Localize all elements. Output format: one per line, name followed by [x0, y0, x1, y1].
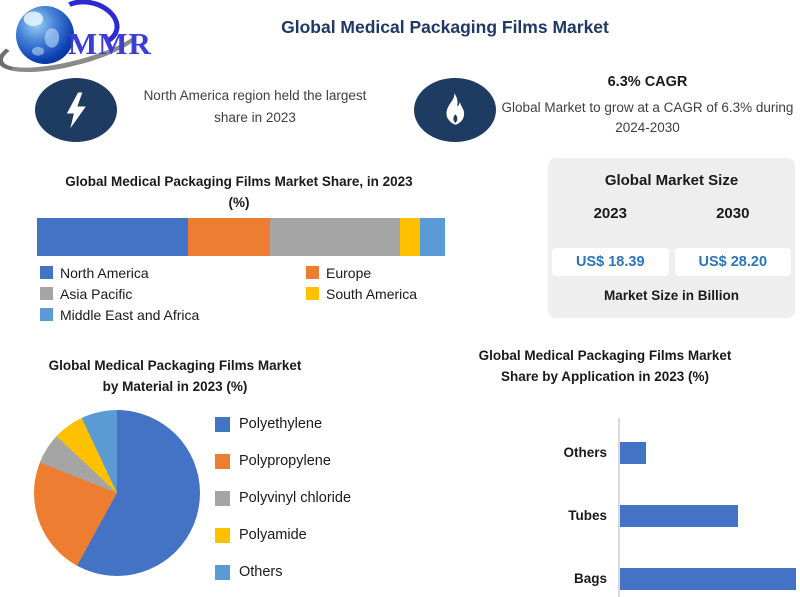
legend-label: Europe	[326, 264, 372, 281]
legend-label: Polypropylene	[239, 453, 331, 469]
material-section: Global Medical Packaging Films Market by…	[10, 356, 430, 597]
legend-item-polyamide: Polyamide	[215, 527, 351, 543]
logo-text: MMR	[68, 26, 152, 61]
legend-swatch-asia-pacific	[40, 287, 53, 301]
bar-segment-europe	[187, 217, 270, 256]
legend-item-polyvinyl-chloride: Polyvinyl chloride	[215, 490, 351, 506]
legend-label: North America	[60, 264, 149, 281]
lightning-glyph	[66, 92, 86, 129]
legend-label: Others	[239, 564, 283, 580]
legend-swatch-polypropylene	[215, 453, 230, 469]
application-y-axis	[618, 418, 620, 597]
mmr-logo: MMR	[0, 0, 174, 84]
material-title-line2: by Material in 2023 (%)	[102, 378, 248, 394]
application-title-line1: Global Medical Packaging Films Market	[478, 348, 732, 363]
application-title: Global Medical Packaging Films Market Sh…	[435, 346, 775, 388]
flame-icon	[414, 78, 496, 142]
market-size-years: 2023 2030	[552, 205, 791, 222]
cagr-headline: 6.3% CAGR	[607, 74, 688, 90]
region-share-title-line2: (%)	[228, 194, 250, 210]
application-section: Global Medical Packaging Films Market Sh…	[430, 346, 800, 597]
legend-item-polyethylene: Polyethylene	[215, 416, 351, 432]
application-bar-tubes	[620, 505, 738, 527]
legend-label: Polyethylene	[239, 416, 323, 432]
legend-item-others: Others	[215, 564, 351, 580]
legend-label: Middle East and Africa	[60, 306, 200, 323]
globe-icon	[16, 6, 74, 64]
market-value-2030: US$ 28.20	[674, 248, 791, 276]
market-size-title: Global Market Size	[604, 172, 739, 189]
legend-swatch-middle-east-and-africa	[40, 308, 53, 322]
legend-item-north-america: North America	[40, 265, 306, 281]
material-pie-chart	[34, 410, 200, 576]
fact-cagr: 6.3% CAGR Global Market to grow at a CAG…	[500, 74, 795, 139]
bar-segment-middle-east-and-africa	[420, 217, 445, 256]
legend-label: Polyvinyl chloride	[239, 490, 352, 506]
legend-item-europe: Europe	[306, 265, 448, 281]
flame-glyph	[446, 93, 465, 125]
application-bar-others	[620, 442, 646, 464]
fact-north-america-text: North America region held the largest sh…	[143, 88, 367, 125]
legend-item-middle-east-and-africa: Middle East and Africa	[40, 307, 306, 323]
region-share-legend: North America Europe Asia Pacific South Ame…	[40, 265, 448, 323]
application-bar-row-others: Others	[430, 442, 800, 464]
legend-swatch-north-america	[40, 266, 53, 280]
legend-swatch-europe	[306, 266, 319, 280]
region-share-title: Global Medical Packaging Films Market Sh…	[30, 172, 448, 214]
market-size-values: US$ 18.39 US$ 28.20	[552, 238, 791, 276]
material-title-line1: Global Medical Packaging Films Market	[48, 358, 302, 373]
region-share-title-line1: Global Medical Packaging Films Market Sh…	[65, 174, 413, 189]
application-bar-label-others: Others	[563, 445, 607, 460]
material-title: Global Medical Packaging Films Market by…	[10, 356, 340, 398]
legend-swatch-polyvinyl-chloride	[215, 490, 230, 506]
application-bar-label-bags: Bags	[573, 571, 607, 586]
legend-label: South America	[326, 285, 418, 302]
lightning-icon	[35, 78, 117, 142]
legend-item-polypropylene: Polypropylene	[215, 453, 351, 469]
application-bar-row-tubes: Tubes	[430, 505, 800, 527]
market-size-footnote: Market Size in Billion	[603, 288, 740, 303]
application-bar-chart: Others Tubes Bags	[430, 442, 800, 597]
legend-label: Polyamide	[239, 527, 307, 543]
bar-segment-asia-pacific	[269, 217, 401, 256]
market-size-card: Global Market Size 2023 2030 US$ 18.39 U…	[548, 158, 795, 318]
legend-swatch-others	[215, 564, 230, 580]
legend-swatch-polyethylene	[215, 416, 230, 432]
page-title: Global Medical Packaging Films Market	[281, 17, 609, 37]
material-legend: Polyethylene Polypropylene Polyvinyl chlor…	[215, 416, 351, 580]
legend-item-south-america: South America	[306, 286, 448, 302]
application-bar-label-tubes: Tubes	[568, 508, 607, 523]
region-share-section: Global Medical Packaging Films Market Sh…	[30, 172, 448, 323]
market-value-2023: US$ 18.39	[552, 248, 669, 276]
region-share-stacked-bar	[37, 217, 445, 256]
bar-segment-north-america	[37, 217, 188, 256]
market-year-2023: 2023	[593, 205, 627, 222]
legend-swatch-south-america	[306, 287, 319, 301]
application-bar-row-bags: Bags	[430, 568, 800, 590]
application-title-line2: Share by Application in 2023 (%)	[500, 368, 710, 384]
legend-item-asia-pacific: Asia Pacific	[40, 286, 306, 302]
bar-segment-south-america	[400, 217, 421, 256]
application-bar-bags	[620, 568, 796, 590]
legend-swatch-polyamide	[215, 527, 230, 543]
legend-label: Asia Pacific	[60, 285, 133, 302]
market-year-2030: 2030	[716, 205, 750, 222]
cagr-text: Global Market to grow at a CAGR of 6.3% …	[501, 100, 794, 136]
